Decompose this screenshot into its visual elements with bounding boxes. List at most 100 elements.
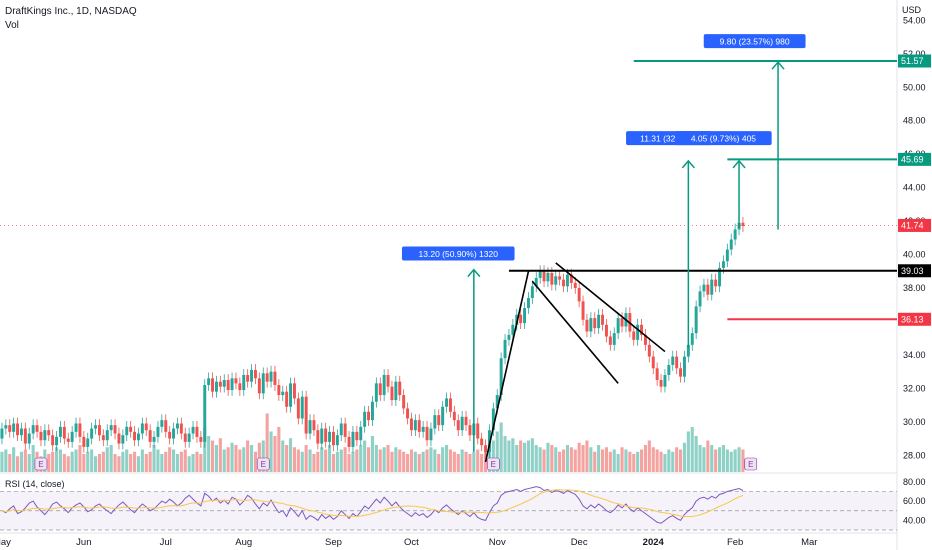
candle-body[interactable] <box>35 425 39 432</box>
candle-body[interactable] <box>207 378 211 386</box>
rsi-line[interactable] <box>1 486 744 524</box>
candle-body[interactable] <box>152 436 156 442</box>
candle-body[interactable] <box>530 286 534 299</box>
candle-body[interactable] <box>359 426 363 441</box>
candle-body[interactable] <box>394 381 398 401</box>
candle-body[interactable] <box>257 378 261 394</box>
candle-body[interactable] <box>565 274 569 287</box>
candle-body[interactable] <box>27 433 31 444</box>
candle-body[interactable] <box>721 261 725 268</box>
candle-body[interactable] <box>725 249 729 262</box>
candle-body[interactable] <box>491 408 495 431</box>
candle-body[interactable] <box>581 301 585 320</box>
candle-body[interactable] <box>651 356 655 369</box>
candle-body[interactable] <box>686 344 690 357</box>
earnings-icon[interactable] <box>34 457 48 471</box>
candle-body[interactable] <box>741 222 745 227</box>
candle-body[interactable] <box>164 420 168 432</box>
candle-body[interactable] <box>101 435 105 441</box>
candle-body[interactable] <box>300 396 304 419</box>
candle-body[interactable] <box>265 373 269 382</box>
candle-body[interactable] <box>538 271 542 278</box>
candle-body[interactable] <box>242 374 246 391</box>
trendline[interactable] <box>484 271 530 463</box>
candle-body[interactable] <box>234 378 238 384</box>
candle-body[interactable] <box>659 380 663 387</box>
candle-body[interactable] <box>308 420 312 434</box>
candle-body[interactable] <box>125 426 129 436</box>
candle-body[interactable] <box>8 425 12 432</box>
candle-body[interactable] <box>316 430 320 444</box>
candle-body[interactable] <box>425 426 429 441</box>
price-scale-badge[interactable] <box>898 54 931 68</box>
candle-body[interactable] <box>328 431 332 442</box>
candle-body[interactable] <box>698 291 702 307</box>
candle-body[interactable] <box>148 430 152 442</box>
candle-body[interactable] <box>550 272 554 285</box>
candle-body[interactable] <box>445 398 449 407</box>
candle-body[interactable] <box>82 436 86 447</box>
candle-body[interactable] <box>214 381 218 392</box>
candle-body[interactable] <box>90 428 94 439</box>
candle-body[interactable] <box>589 318 593 332</box>
candle-body[interactable] <box>78 423 82 437</box>
candle-body[interactable] <box>195 426 199 437</box>
candle-body[interactable] <box>714 279 718 287</box>
candle-body[interactable] <box>468 425 472 436</box>
currency-label[interactable]: USD <box>902 5 922 15</box>
candle-body[interactable] <box>636 324 640 340</box>
candle-body[interactable] <box>335 435 339 446</box>
candle-body[interactable] <box>706 284 710 295</box>
candle-body[interactable] <box>222 380 226 387</box>
earnings-icon[interactable] <box>487 457 500 471</box>
candle-body[interactable] <box>456 420 460 431</box>
price-scale-badge[interactable] <box>898 264 931 278</box>
candle-body[interactable] <box>51 435 55 446</box>
candle-body[interactable] <box>277 385 281 396</box>
candle-body[interactable] <box>4 425 8 429</box>
candle-body[interactable] <box>179 423 183 434</box>
earnings-icon[interactable] <box>744 457 758 471</box>
symbol-title[interactable]: DraftKings Inc., 1D, NASDAQ <box>5 6 137 17</box>
candle-body[interactable] <box>238 383 242 391</box>
candle-body[interactable] <box>402 395 406 409</box>
candle-body[interactable] <box>460 416 464 431</box>
candle-body[interactable] <box>250 369 254 382</box>
candle-body[interactable] <box>682 356 686 377</box>
candle-body[interactable] <box>616 318 620 334</box>
candle-body[interactable] <box>534 277 538 287</box>
candle-body[interactable] <box>480 438 484 446</box>
candle-body[interactable] <box>191 426 195 434</box>
candle-body[interactable] <box>593 318 597 329</box>
candle-body[interactable] <box>562 279 566 287</box>
candle-body[interactable] <box>31 425 35 434</box>
candle-body[interactable] <box>507 334 511 340</box>
candle-body[interactable] <box>710 279 714 295</box>
candle-body[interactable] <box>97 425 101 436</box>
candle-body[interactable] <box>136 433 140 441</box>
trendline[interactable] <box>555 262 666 353</box>
candle-body[interactable] <box>569 274 573 283</box>
candle-body[interactable] <box>94 425 98 429</box>
candle-body[interactable] <box>374 383 378 402</box>
candle-body[interactable] <box>304 396 308 434</box>
price-scale-badge[interactable] <box>898 218 931 232</box>
candle-body[interactable] <box>558 276 562 280</box>
candle-body[interactable] <box>156 426 160 437</box>
candle-body[interactable] <box>655 368 659 380</box>
candle-body[interactable] <box>585 319 589 332</box>
candle-body[interactable] <box>452 411 456 421</box>
earnings-icon[interactable] <box>256 457 270 471</box>
candle-body[interactable] <box>43 430 47 441</box>
candle-body[interactable] <box>367 411 371 421</box>
candle-body[interactable] <box>0 428 4 439</box>
candle-body[interactable] <box>285 391 289 407</box>
measure-label-box[interactable] <box>703 34 806 49</box>
candle-body[interactable] <box>183 433 187 442</box>
candle-body[interactable] <box>320 428 324 444</box>
candle-body[interactable] <box>398 381 402 396</box>
candle-body[interactable] <box>226 380 230 391</box>
candle-body[interactable] <box>172 428 176 439</box>
candle-body[interactable] <box>679 368 683 377</box>
